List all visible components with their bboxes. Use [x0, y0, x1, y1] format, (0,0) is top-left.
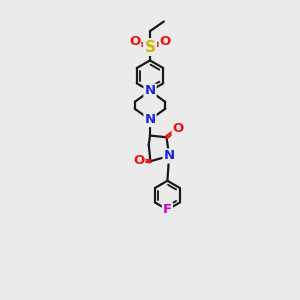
- Text: N: N: [144, 113, 156, 126]
- Text: F: F: [163, 203, 172, 216]
- Text: N: N: [144, 85, 156, 98]
- Text: O: O: [160, 35, 171, 48]
- Text: N: N: [164, 149, 175, 162]
- Text: S: S: [145, 40, 155, 55]
- Text: O: O: [129, 35, 140, 48]
- Text: O: O: [133, 154, 144, 167]
- Text: O: O: [172, 122, 184, 135]
